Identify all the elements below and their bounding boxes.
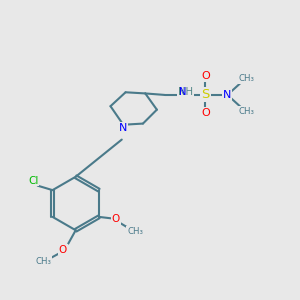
Text: N: N: [119, 123, 127, 133]
Text: O: O: [59, 244, 67, 255]
Text: S: S: [201, 88, 209, 101]
Text: CH₃: CH₃: [35, 257, 51, 266]
Text: O: O: [202, 108, 210, 118]
Text: N: N: [223, 90, 231, 100]
Text: O: O: [202, 71, 210, 82]
Text: CH₃: CH₃: [127, 226, 143, 236]
Text: N: N: [179, 87, 187, 97]
Text: Cl: Cl: [28, 176, 38, 186]
Text: O: O: [112, 214, 120, 224]
Text: CH₃: CH₃: [238, 107, 255, 116]
Text: NH: NH: [178, 87, 193, 97]
Text: CH₃: CH₃: [238, 74, 255, 83]
